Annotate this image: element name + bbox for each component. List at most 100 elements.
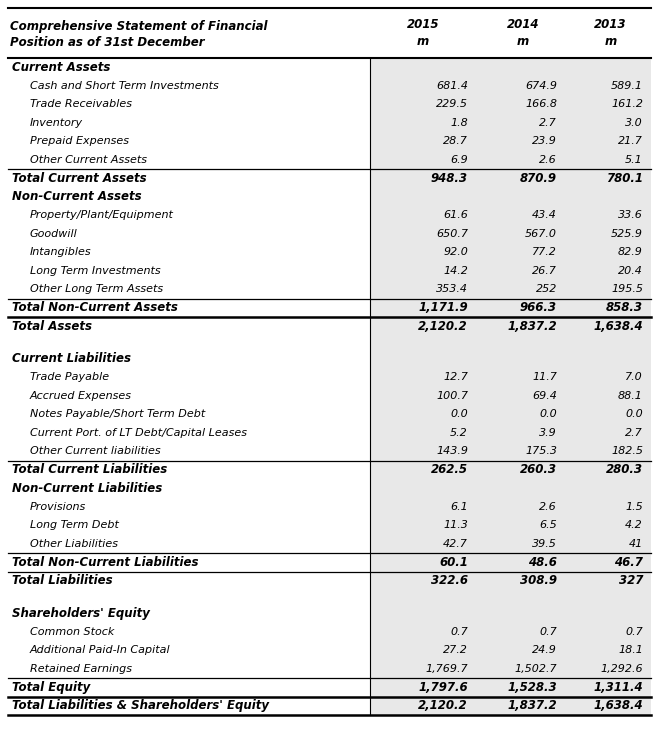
Text: 21.7: 21.7: [618, 136, 643, 146]
Text: 182.5: 182.5: [611, 447, 643, 456]
Text: 11.7: 11.7: [532, 372, 557, 383]
Text: 2.7: 2.7: [625, 428, 643, 437]
Text: 161.2: 161.2: [611, 99, 643, 109]
Text: 175.3: 175.3: [525, 447, 557, 456]
Text: Current Assets: Current Assets: [12, 61, 110, 74]
Text: 1,797.6: 1,797.6: [418, 681, 468, 694]
Text: 2,120.2: 2,120.2: [418, 320, 468, 333]
Text: 1,638.4: 1,638.4: [593, 320, 643, 333]
Text: Cash and Short Term Investments: Cash and Short Term Investments: [30, 81, 219, 91]
Bar: [370, 58, 476, 715]
Text: Trade Payable: Trade Payable: [30, 372, 109, 383]
Text: 2014: 2014: [507, 18, 539, 31]
Text: 28.7: 28.7: [443, 136, 468, 146]
Text: Total Liabilities: Total Liabilities: [12, 575, 113, 587]
Text: 143.9: 143.9: [436, 447, 468, 456]
Text: Total Current Liabilities: Total Current Liabilities: [12, 463, 167, 476]
Text: 2015: 2015: [407, 18, 440, 31]
Text: Total Non-Current Liabilities: Total Non-Current Liabilities: [12, 556, 198, 569]
Text: 60.1: 60.1: [439, 556, 468, 569]
Text: 2,120.2: 2,120.2: [418, 700, 468, 712]
Text: 0.7: 0.7: [450, 626, 468, 637]
Text: 2.7: 2.7: [539, 117, 557, 128]
Text: Notes Payable/Short Term Debt: Notes Payable/Short Term Debt: [30, 409, 205, 419]
Text: 870.9: 870.9: [520, 172, 557, 184]
Text: 100.7: 100.7: [436, 391, 468, 401]
Text: 1,528.3: 1,528.3: [507, 681, 557, 694]
Text: Intangibles: Intangibles: [30, 247, 92, 258]
Text: Total Non-Current Assets: Total Non-Current Assets: [12, 301, 178, 314]
Text: 3.9: 3.9: [539, 428, 557, 437]
Text: 525.9: 525.9: [611, 229, 643, 239]
Text: 61.6: 61.6: [443, 210, 468, 220]
Text: 14.2: 14.2: [443, 266, 468, 276]
Text: Comprehensive Statement of Financial: Comprehensive Statement of Financial: [10, 20, 268, 33]
Text: 0.0: 0.0: [450, 409, 468, 419]
Text: Other Long Term Assets: Other Long Term Assets: [30, 284, 163, 294]
Text: 3.0: 3.0: [625, 117, 643, 128]
Text: Shareholders' Equity: Shareholders' Equity: [12, 607, 150, 620]
Text: 46.7: 46.7: [614, 556, 643, 569]
Text: 77.2: 77.2: [532, 247, 557, 258]
Text: 1,502.7: 1,502.7: [515, 663, 557, 674]
Text: 7.0: 7.0: [625, 372, 643, 383]
Text: m: m: [517, 35, 529, 48]
Text: 39.5: 39.5: [532, 538, 557, 549]
Text: 11.3: 11.3: [443, 520, 468, 530]
Text: 6.1: 6.1: [450, 501, 468, 512]
Text: 27.2: 27.2: [443, 645, 468, 655]
Text: 650.7: 650.7: [436, 229, 468, 239]
Bar: [476, 58, 570, 715]
Text: 1,769.7: 1,769.7: [425, 663, 468, 674]
Text: 23.9: 23.9: [532, 136, 557, 146]
Text: 0.7: 0.7: [625, 626, 643, 637]
Text: 353.4: 353.4: [436, 284, 468, 294]
Text: 1,837.2: 1,837.2: [507, 700, 557, 712]
Text: Total Current Assets: Total Current Assets: [12, 172, 146, 184]
Text: 262.5: 262.5: [431, 463, 468, 476]
Text: 18.1: 18.1: [618, 645, 643, 655]
Text: 6.5: 6.5: [539, 520, 557, 530]
Text: 166.8: 166.8: [525, 99, 557, 109]
Text: 92.0: 92.0: [443, 247, 468, 258]
Text: 260.3: 260.3: [520, 463, 557, 476]
Text: Trade Receivables: Trade Receivables: [30, 99, 132, 109]
Text: 2.6: 2.6: [539, 501, 557, 512]
Text: 69.4: 69.4: [532, 391, 557, 401]
Text: 88.1: 88.1: [618, 391, 643, 401]
Text: 229.5: 229.5: [436, 99, 468, 109]
Text: 308.9: 308.9: [520, 575, 557, 587]
Text: 43.4: 43.4: [532, 210, 557, 220]
Text: 252: 252: [536, 284, 557, 294]
Text: Accrued Expenses: Accrued Expenses: [30, 391, 132, 401]
Text: 322.6: 322.6: [431, 575, 468, 587]
Text: 2013: 2013: [594, 18, 627, 31]
Text: 948.3: 948.3: [431, 172, 468, 184]
Text: 33.6: 33.6: [618, 210, 643, 220]
Text: Position as of 31st December: Position as of 31st December: [10, 36, 204, 49]
Text: Total Liabilities & Shareholders' Equity: Total Liabilities & Shareholders' Equity: [12, 700, 269, 712]
Text: Provisions: Provisions: [30, 501, 86, 512]
Text: Current Liabilities: Current Liabilities: [12, 352, 131, 365]
Text: 674.9: 674.9: [525, 81, 557, 91]
Text: 0.7: 0.7: [539, 626, 557, 637]
Text: 5.1: 5.1: [625, 155, 643, 165]
Text: 4.2: 4.2: [625, 520, 643, 530]
Text: Non-Current Assets: Non-Current Assets: [12, 191, 142, 203]
Text: Goodwill: Goodwill: [30, 229, 78, 239]
Text: Retained Earnings: Retained Earnings: [30, 663, 132, 674]
Text: 26.7: 26.7: [532, 266, 557, 276]
Text: 6.9: 6.9: [450, 155, 468, 165]
Text: Long Term Debt: Long Term Debt: [30, 520, 119, 530]
Text: Inventory: Inventory: [30, 117, 83, 128]
Text: 1.5: 1.5: [625, 501, 643, 512]
Text: 1,292.6: 1,292.6: [600, 663, 643, 674]
Text: 195.5: 195.5: [611, 284, 643, 294]
Text: 2.6: 2.6: [539, 155, 557, 165]
Text: m: m: [417, 35, 429, 48]
Text: 567.0: 567.0: [525, 229, 557, 239]
Text: Total Equity: Total Equity: [12, 681, 90, 694]
Text: 681.4: 681.4: [436, 81, 468, 91]
Text: Other Current Assets: Other Current Assets: [30, 155, 147, 165]
Text: 12.7: 12.7: [443, 372, 468, 383]
